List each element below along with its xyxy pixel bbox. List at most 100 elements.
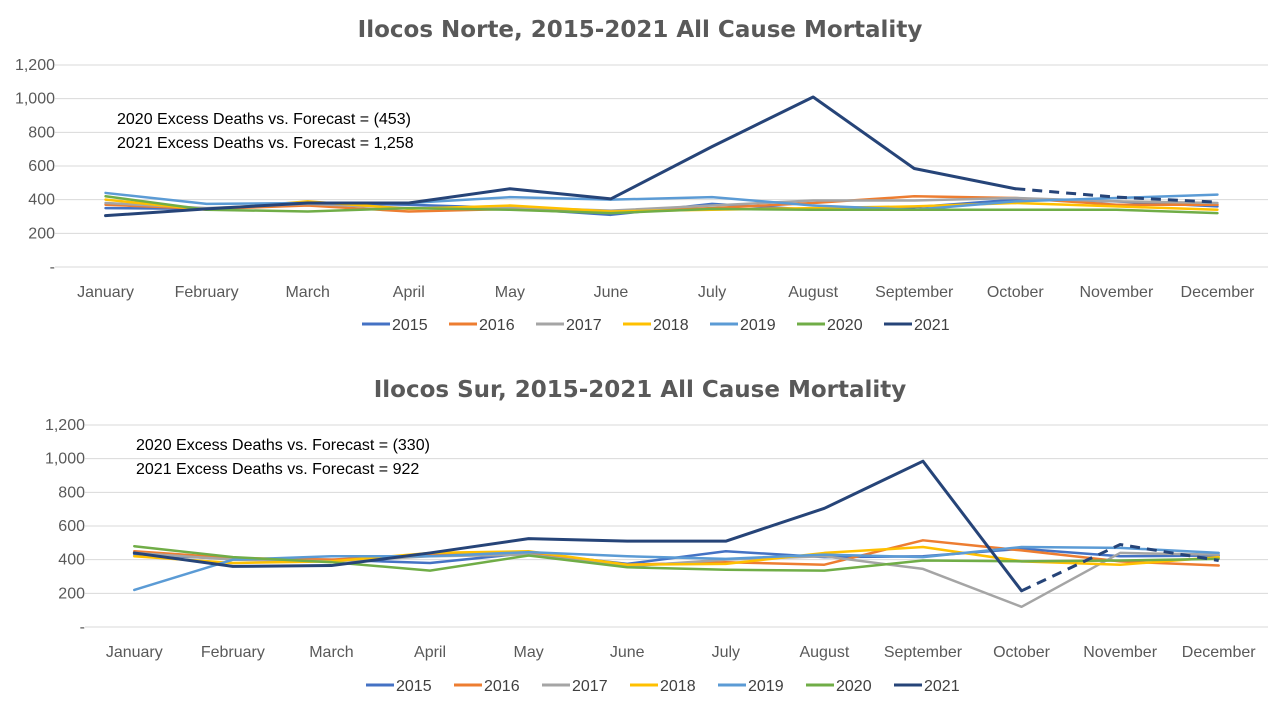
data-point [509,188,511,190]
x-tick-label: August [799,644,849,661]
data-point [330,561,332,563]
x-tick-label: July [698,284,726,301]
data-point [1119,564,1121,566]
data-point [725,563,727,565]
data-point [913,199,915,201]
data-point [1218,564,1220,566]
data-point [133,589,135,591]
data-point [711,145,713,147]
data-point [823,507,825,509]
data-point [823,553,825,555]
data-point [408,202,410,204]
y-tick-label: - [80,619,85,636]
series-line-2021 [104,95,1017,218]
data-point [307,210,309,212]
data-point [1216,201,1218,203]
data-point [1218,559,1220,561]
data-point [1014,197,1016,199]
legend: 2015 2016 2017 2018 2019 2020 2021 [362,317,950,334]
legend-label-2021: 2021 [914,317,950,334]
data-point [922,546,924,548]
legend-label-2015: 2015 [392,317,428,334]
data-point [133,555,135,557]
data-point [1218,552,1220,554]
y-tick-label: 1,000 [45,451,85,468]
data-point [812,199,814,201]
data-point [913,167,915,169]
legend: 2015 2016 2017 2018 2019 2020 2021 [366,678,960,695]
data-point [626,564,628,566]
data-point [922,559,924,561]
x-tick-label: October [993,644,1051,661]
data-point [1119,547,1121,549]
x-tick-label: September [875,284,954,301]
data-point [1014,200,1016,202]
annotation-1: 2020 Excess Deaths vs. Forecast = (330) [136,437,430,454]
data-point [232,565,234,567]
data-point [1020,606,1022,608]
annotation-2: 2021 Excess Deaths vs. Forecast = 1,258 [117,135,414,152]
data-point [205,208,207,210]
y-tick-label: 200 [58,585,85,602]
data-point [725,550,727,552]
data-point [922,556,924,558]
data-point [922,568,924,570]
data-point [205,203,207,205]
data-point [509,209,511,211]
data-point [610,212,612,214]
legend-label-2020: 2020 [827,317,863,334]
series-forecast-line-2021 [1020,542,1219,593]
x-tick-label: April [414,644,446,661]
chart-title: Ilocos Sur, 2015-2021 All Cause Mortalit… [374,377,907,403]
data-point [509,196,511,198]
data-point [1115,205,1117,207]
data-point [429,555,431,557]
data-point [812,204,814,206]
y-tick-label: - [50,259,55,276]
data-point [1119,543,1121,545]
y-tick-label: 800 [28,124,55,141]
x-tick-label: October [987,284,1045,301]
x-tick-label: September [884,644,963,661]
data-point [1020,546,1022,548]
data-point [725,540,727,542]
annotation-2: 2021 Excess Deaths vs. Forecast = 922 [136,461,419,478]
data-point [1014,188,1016,190]
data-point [307,202,309,204]
data-point [812,96,814,98]
data-point [1119,552,1121,554]
data-point [104,207,106,209]
data-point [812,209,814,211]
x-tick-label: February [201,644,265,661]
data-point [232,556,234,558]
data-point [1115,196,1117,198]
x-tick-label: November [1083,644,1157,661]
data-point [913,195,915,197]
data-point [922,539,924,541]
data-point [823,569,825,571]
legend-label-2018: 2018 [660,678,696,695]
data-point [812,202,814,204]
legend-label-2020: 2020 [836,678,872,695]
y-tick-label: 600 [28,158,55,175]
y-tick-label: 400 [28,192,55,209]
data-point [429,569,431,571]
data-point [725,569,727,571]
chart-1: Ilocos Norte, 2015-2021 All Cause Mortal… [15,17,1268,334]
data-point [1115,209,1117,211]
series-line-2021 [132,459,1024,593]
x-tick-label: November [1079,284,1153,301]
data-point [1216,209,1218,211]
data-point [429,552,431,554]
y-tick-label: 1,200 [15,57,55,74]
x-tick-label: July [712,644,740,661]
x-tick-label: April [393,284,425,301]
data-point [626,540,628,542]
y-tick-label: 200 [28,225,55,242]
data-point [509,204,511,206]
data-point [104,198,106,200]
data-point [133,545,135,547]
data-point [711,204,713,206]
